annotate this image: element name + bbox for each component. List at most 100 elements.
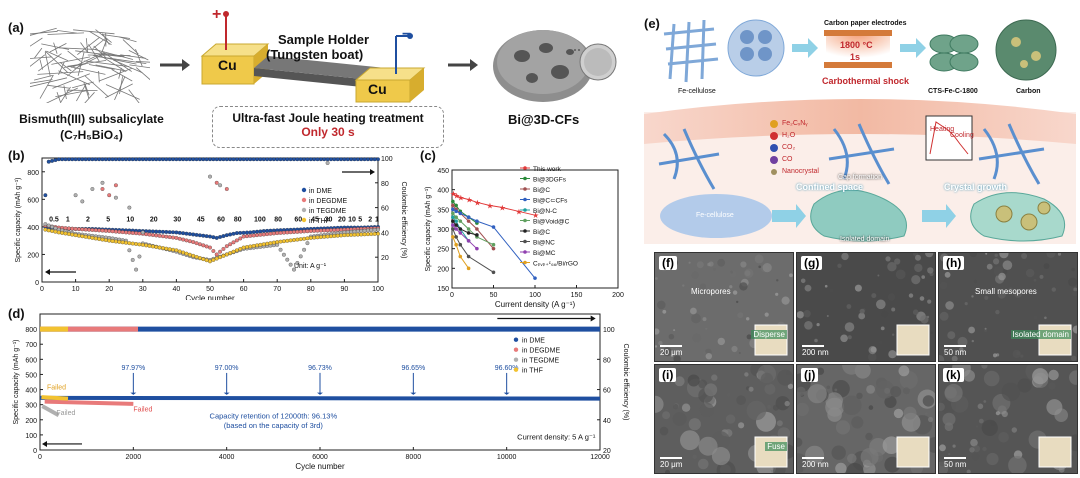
data-point — [245, 245, 249, 249]
data-point — [285, 257, 290, 262]
data-point — [224, 233, 229, 238]
x-tick-label: 30 — [139, 286, 147, 293]
legend-marker — [523, 176, 527, 181]
y-axis-label: Specific capacity (mAh g⁻¹) — [13, 340, 20, 425]
ce-point — [339, 157, 343, 162]
ce-point — [214, 157, 219, 162]
gas-label-1: H₂O — [782, 132, 796, 139]
data-point — [339, 233, 343, 238]
data-point — [117, 239, 122, 244]
rate-label: 5 — [358, 216, 362, 223]
data-point — [255, 243, 259, 248]
ce-point — [90, 157, 95, 162]
data-point — [458, 219, 463, 223]
sem-image: (f) 20 μm Micropores Disperse — [654, 252, 794, 362]
data-point — [248, 244, 253, 249]
ce-point — [305, 157, 310, 162]
data-point — [285, 230, 290, 235]
ce-point — [83, 157, 88, 162]
data-point — [97, 228, 102, 233]
data-point — [265, 228, 270, 233]
legend-marker — [301, 197, 307, 203]
rate-label: 2 — [368, 216, 372, 223]
x-tick-label: 4000 — [219, 454, 235, 461]
data-point — [147, 229, 152, 234]
data-point — [352, 232, 357, 237]
data-point — [298, 237, 303, 242]
x-tick-label: 100 — [529, 292, 541, 299]
data-point — [278, 247, 283, 252]
data-point — [308, 235, 313, 240]
data-point — [100, 237, 105, 242]
data-point — [130, 241, 135, 246]
ce-point — [181, 157, 186, 162]
ce-point — [147, 157, 152, 162]
data-point — [154, 229, 159, 234]
x-tick-label: 0 — [450, 292, 454, 299]
scale-bar: 20 μm — [660, 457, 682, 469]
x-tick-label: 0 — [38, 454, 42, 461]
failed-label: Failed — [56, 410, 75, 417]
data-point — [171, 247, 175, 252]
data-point — [251, 243, 256, 248]
rate-label: 80 — [234, 216, 242, 223]
data-point — [458, 242, 463, 247]
y2-tick-label: 60 — [381, 206, 389, 213]
ce-point — [268, 157, 273, 162]
ce-point — [208, 157, 212, 162]
rate-label: 0.5 — [49, 216, 59, 223]
data-point — [466, 219, 471, 223]
ce-point — [234, 157, 239, 162]
data-point — [369, 228, 374, 233]
ce-point — [73, 193, 78, 198]
data-point — [53, 226, 58, 231]
retention-note: Capacity retention of 12000th: 96.13% — [210, 411, 338, 420]
data-point — [174, 248, 179, 253]
y-tick-label: 200 — [437, 266, 449, 273]
ce-point — [120, 157, 125, 162]
y2-tick-label: 100 — [381, 156, 393, 163]
data-point — [281, 230, 286, 235]
data-point — [265, 241, 270, 246]
data-point — [454, 227, 458, 231]
data-point — [211, 249, 216, 253]
legend-marker — [523, 208, 527, 212]
x-tick-label: 6000 — [312, 454, 328, 461]
data-point — [376, 231, 380, 236]
ce-point — [154, 157, 159, 162]
retention-arrow — [223, 392, 230, 395]
data-point — [312, 235, 317, 240]
ce-point — [298, 157, 303, 162]
data-point — [194, 241, 199, 246]
data-point — [164, 234, 169, 239]
data-point — [184, 251, 189, 256]
ce-point — [231, 157, 236, 162]
star-marker: ★ — [450, 190, 457, 199]
ce-point — [271, 157, 276, 162]
ce-point — [43, 193, 48, 198]
y-tick-label: 150 — [437, 286, 449, 293]
gas-label-3: CO — [782, 156, 793, 163]
data-point — [107, 238, 112, 243]
ce-point — [167, 157, 172, 162]
rate-label: 5 — [106, 216, 110, 223]
data-point — [332, 234, 337, 238]
data-point — [50, 229, 55, 233]
sem-annotation: Small mesopores — [975, 287, 1037, 296]
y-tick-label: 350 — [437, 207, 449, 214]
y-tick-label: 450 — [437, 168, 449, 175]
data-point — [164, 246, 169, 251]
ce-point — [87, 157, 91, 162]
data-point — [533, 276, 537, 280]
data-point — [248, 230, 253, 235]
ce-point — [241, 157, 246, 162]
data-point — [491, 242, 496, 247]
data-point — [134, 231, 139, 236]
data-point — [475, 227, 479, 231]
panel-e-schematic — [644, 19, 1076, 244]
data-point — [238, 236, 243, 241]
y-tick-label: 700 — [25, 342, 37, 349]
series-line — [452, 193, 536, 216]
data-point — [208, 259, 212, 264]
data-point — [194, 254, 199, 259]
